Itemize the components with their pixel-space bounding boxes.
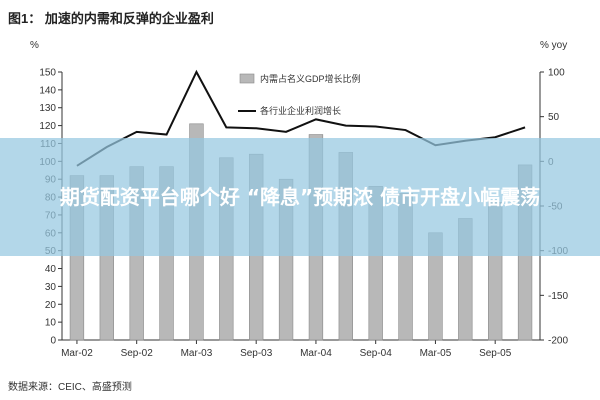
right-tick-label: 100 <box>548 68 565 79</box>
left-tick-label: 150 <box>39 68 56 79</box>
x-tick-label: Mar-04 <box>300 348 332 359</box>
legend-bar-swatch <box>239 73 255 84</box>
left-tick-label: 30 <box>45 282 57 293</box>
left-tick-label: 120 <box>39 121 56 132</box>
right-axis-unit: % yoy <box>540 40 568 51</box>
x-tick-label: Mar-05 <box>420 348 452 359</box>
x-tick-label: Sep-03 <box>240 348 273 359</box>
source-note: 数据来源：CEIC、高盛预测 <box>8 382 132 393</box>
left-tick-label: 130 <box>39 103 56 114</box>
legend-line-label: 各行业企业利润增长 <box>260 105 341 116</box>
x-tick-label: Mar-03 <box>181 348 213 359</box>
figure-title: 图1： 加速的内需和反弹的企业盈利 <box>8 11 214 26</box>
right-tick-label: -150 <box>548 291 568 302</box>
right-tick-label: -200 <box>548 336 568 347</box>
x-tick-label: Sep-04 <box>360 348 393 359</box>
left-tick-label: 140 <box>39 85 56 96</box>
left-axis-unit: % <box>30 40 39 51</box>
left-tick-label: 40 <box>45 264 57 275</box>
left-tick-label: 20 <box>45 300 57 311</box>
banner-text: 期货配资平台哪个好 “降息”预期浓 债市开盘小幅震荡 <box>59 185 541 209</box>
x-tick-label: Mar-02 <box>61 348 93 359</box>
x-tick-label: Sep-02 <box>121 348 154 359</box>
left-tick-label: 10 <box>45 318 57 329</box>
legend-bar-label: 内需占名义GDP增长比例 <box>260 73 361 84</box>
x-tick-label: Sep-05 <box>479 348 512 359</box>
left-tick-label: 0 <box>50 336 56 347</box>
overlay-banner: 期货配资平台哪个好 “降息”预期浓 债市开盘小幅震荡 <box>0 138 600 256</box>
right-tick-label: 50 <box>548 112 560 123</box>
